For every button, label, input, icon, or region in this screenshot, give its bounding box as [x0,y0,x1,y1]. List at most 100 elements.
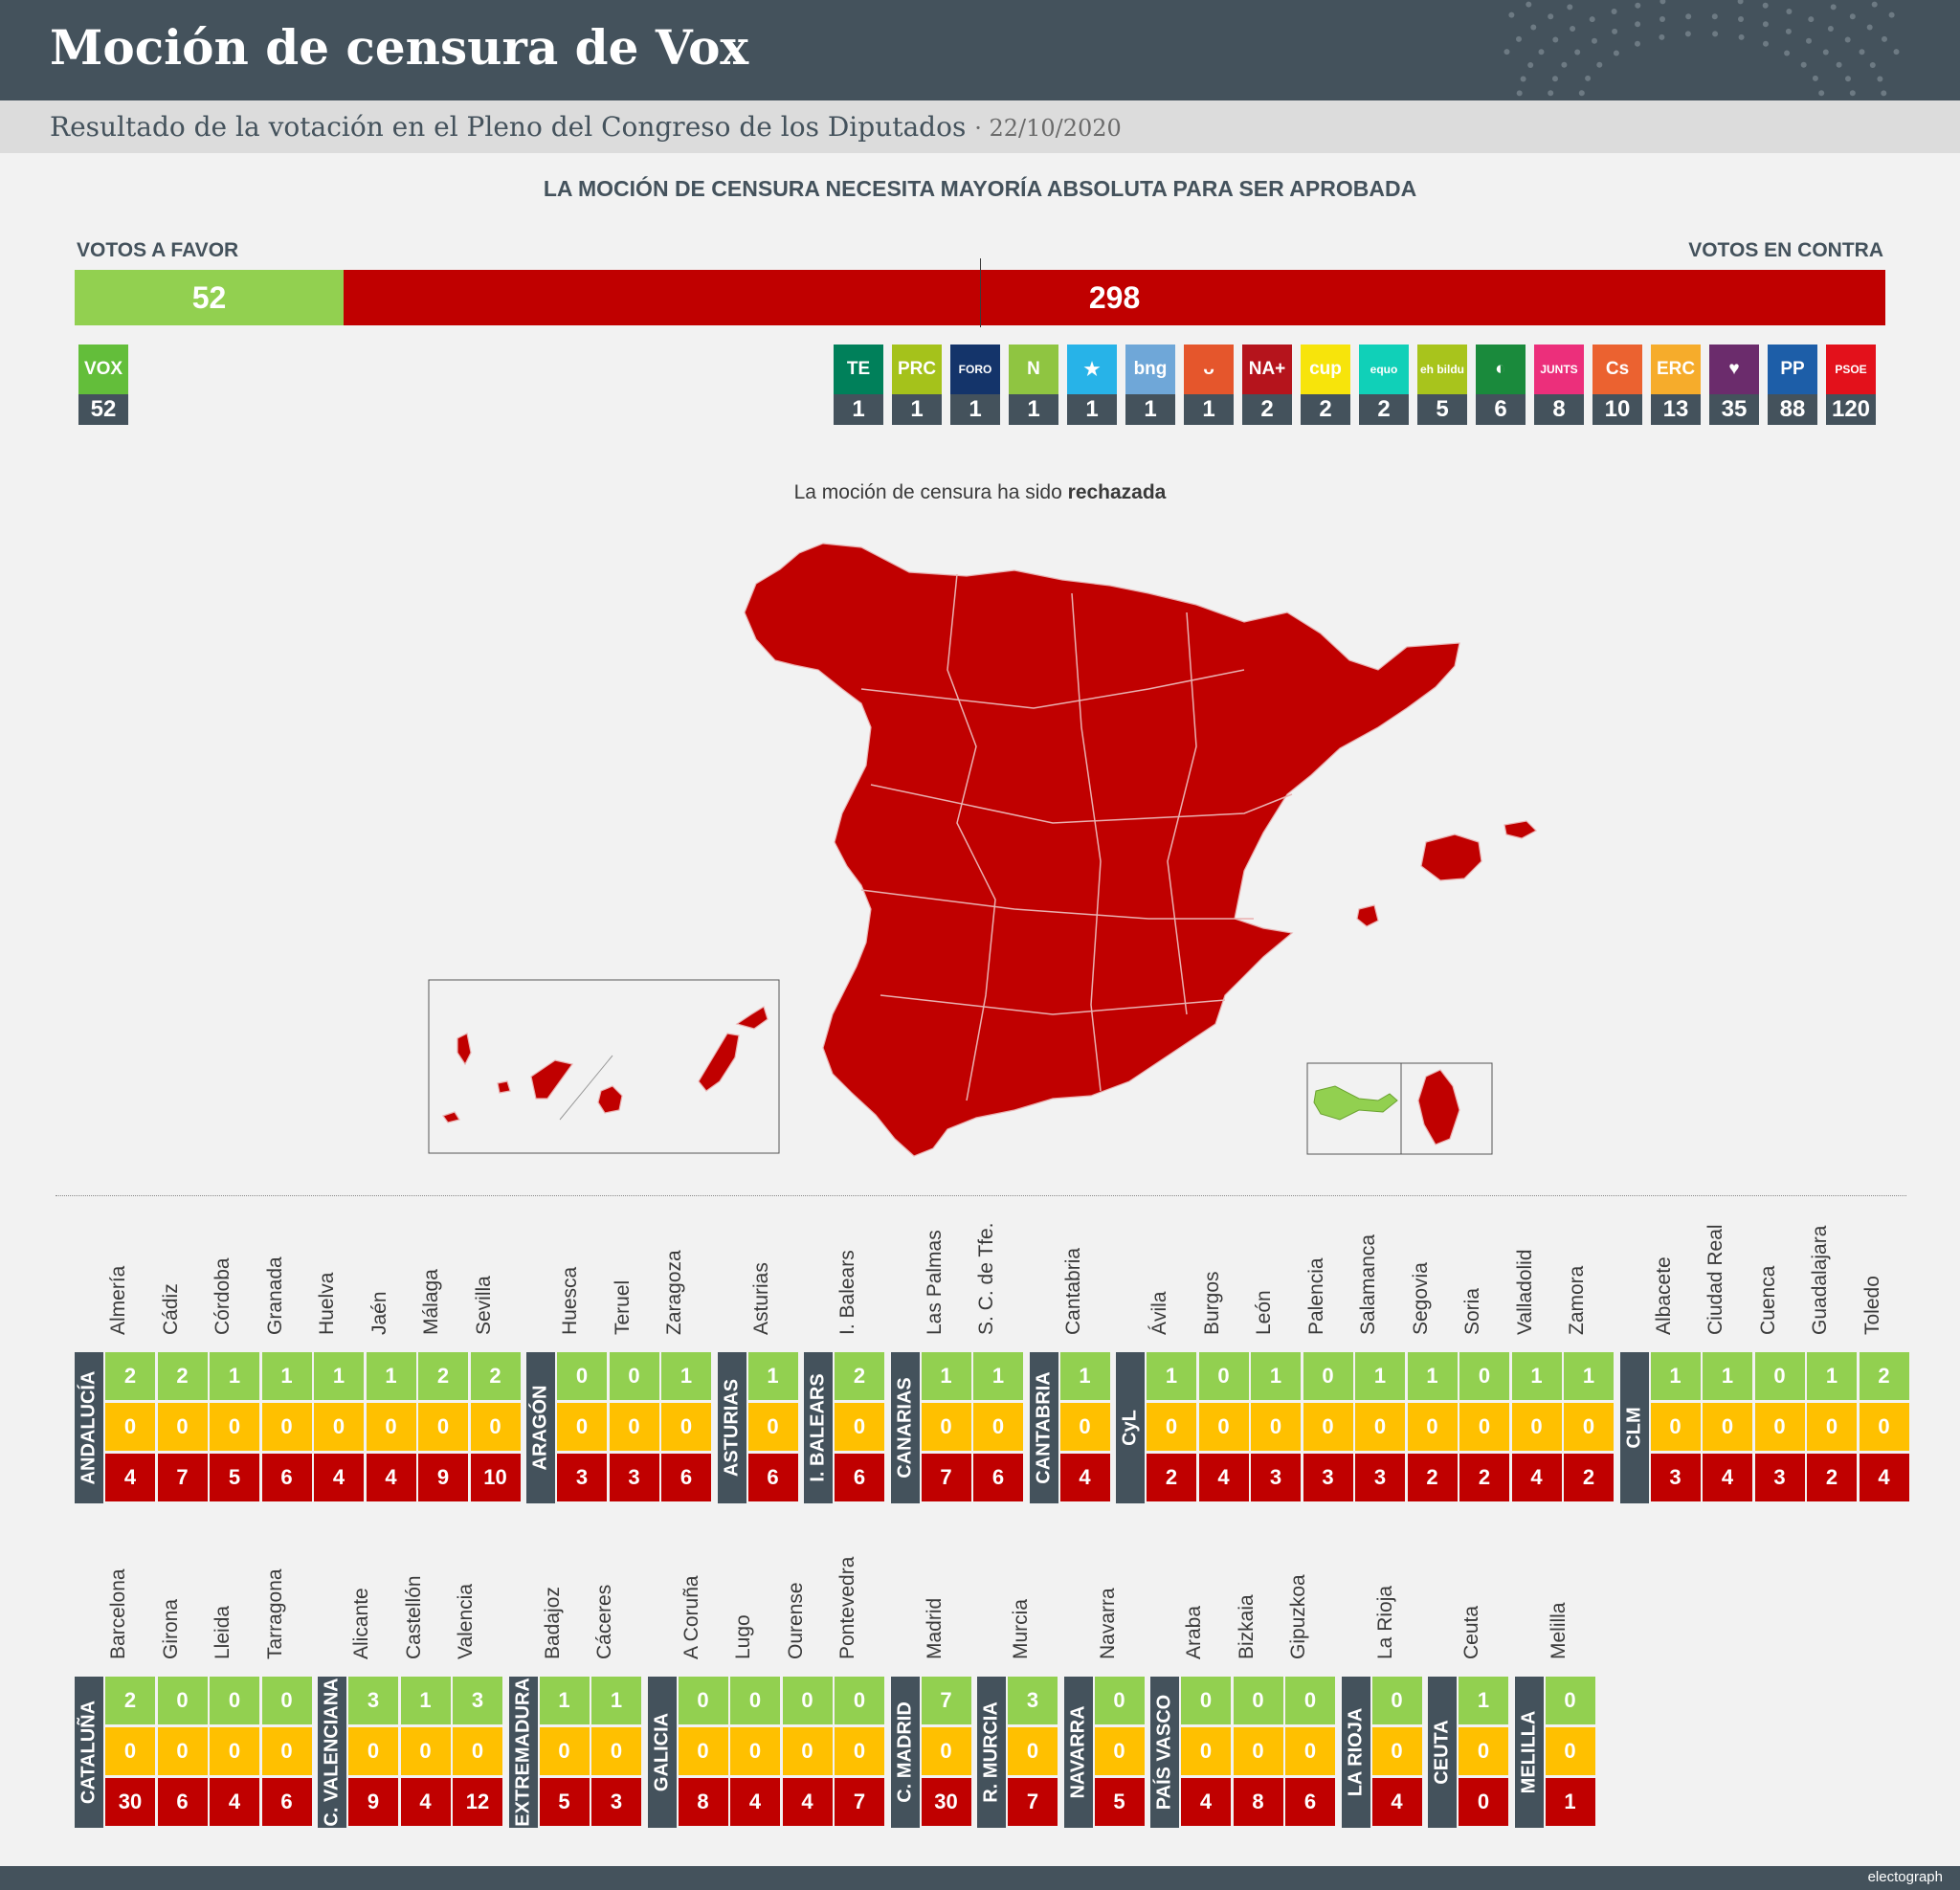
region-label: CEUTA [1428,1677,1457,1828]
province-contra-cell: 3 [557,1454,607,1501]
province-favor-cell: 2 [835,1352,884,1400]
province-label: Araba [1183,1605,1205,1659]
party-logo: FORO [950,345,1000,394]
province-label: Ceuta [1460,1605,1482,1659]
hemicycle-dot [1503,49,1510,56]
province-name: Lugo [730,1522,780,1675]
province-abst-cell: 0 [557,1403,607,1451]
footer-bar [0,1866,1960,1890]
province-favor-cell: 1 [261,1352,312,1400]
province-label: Lugo [732,1614,754,1659]
province-contra-cell: 1 [1545,1778,1595,1826]
chart-headline: LA MOCIÓN DE CENSURA NECESITA MAYORÍA AB… [543,176,1417,201]
province-abst-cell: 0 [1285,1727,1335,1775]
party-contra-4: ★ 1 [1067,345,1117,425]
province-name: Albacete [1651,1197,1701,1350]
subtitle-bar [0,100,1960,153]
province-abst-cell: 0 [1807,1403,1857,1451]
province-abst-cell: 0 [1059,1403,1110,1451]
province-favor-cell: 1 [747,1352,798,1400]
province-label: I. Balears [836,1250,858,1335]
hemicycle-dot [1785,28,1792,34]
province-label: Burgos [1200,1271,1223,1335]
vote-bar: 52 298 [75,270,1885,325]
hemicycle-dot [1570,26,1576,32]
province-name: Navarra [1095,1522,1145,1675]
province-contra-cell: 3 [1754,1454,1805,1501]
region-name: CEUTA [1431,1720,1453,1785]
province-abst-cell: 0 [470,1403,521,1451]
province-favor-cell: 2 [1859,1352,1909,1400]
province-favor-cell: 0 [678,1677,728,1724]
province-abst-cell: 0 [1251,1403,1301,1451]
province-abst-cell: 0 [1147,1403,1196,1451]
province-label: Melilla [1547,1602,1570,1659]
region-name: ANDALUCÍA [78,1370,100,1485]
province-label: Bizkaia [1235,1594,1258,1659]
province-contra-cell: 4 [1371,1778,1422,1826]
section-divider [56,1195,1906,1196]
hemicycle-dot [1526,1,1532,8]
peninsula-shape [744,543,1460,1157]
province-favor-cell: 1 [1147,1352,1196,1400]
hemicycle-dot [1635,21,1641,28]
province-label: A Coruña [679,1575,702,1659]
region-label: C. VALENCIANA [318,1677,346,1828]
province-name: Cáceres [591,1522,641,1675]
province-contra-cell: 12 [453,1778,502,1826]
province-abst-cell: 0 [921,1403,971,1451]
province-name: Huelva [314,1197,364,1350]
province-contra-cell: 30 [105,1778,155,1826]
province-favor-cell: 0 [157,1677,208,1724]
province-label: Barcelona [107,1568,129,1659]
province-favor-cell: 0 [1198,1352,1249,1400]
canarias-tenerife [530,1059,574,1100]
party-seats: 120 [1826,394,1876,425]
party-contra-11: ◐ 6 [1476,345,1526,425]
party-logo: equo [1359,345,1409,394]
province-abst-cell: 0 [453,1727,502,1775]
party-contra-15: ♥ 35 [1709,345,1759,425]
province-label: Valladolid [1513,1249,1536,1335]
province-name: Jaén [367,1197,416,1350]
melilla-shape [1417,1069,1460,1145]
canarias-la-palma [457,1033,472,1066]
province-contra-cell: 6 [157,1778,208,1826]
hemicycle-dot [1836,61,1842,68]
province-contra-cell: 5 [1094,1778,1145,1826]
province-name: Salamanca [1355,1197,1405,1350]
province-favor-cell: 0 [1303,1352,1353,1400]
province-contra-cell: 6 [1285,1778,1335,1826]
hemicycle-dot [1827,26,1834,32]
province-name: Bizkaia [1234,1522,1283,1675]
province-abst-cell: 0 [1459,1727,1508,1775]
hemicycle-dot [1659,0,1666,5]
province-name: La Rioja [1372,1522,1422,1675]
province-abst-cell: 0 [1371,1727,1422,1775]
province-favor-cell: 1 [1407,1352,1458,1400]
province-abst-cell: 0 [973,1403,1023,1451]
province-favor-cell: 0 [835,1677,884,1724]
region-label: ASTURIAS [717,1352,746,1503]
party-logo: cup [1301,345,1350,394]
canarias-fuerteventura [698,1033,740,1092]
province-favor-cell: 3 [453,1677,502,1724]
party-contra-0: TE 1 [834,345,883,425]
province-label: Lleida [212,1605,234,1659]
party-contra-14: ERC 13 [1651,345,1701,425]
province-label: Córdoba [212,1257,234,1335]
hemicycle-dot [1763,40,1769,47]
region-name: R. MURCIA [980,1701,1002,1803]
hemicycle-dot [1659,33,1665,40]
hemicycle-dot [1574,49,1581,56]
party-favor-0: VOX 52 [78,345,128,425]
province-abst-cell: 0 [539,1727,590,1775]
region-label: CyL [1116,1352,1145,1503]
province-name: Huesca [557,1197,607,1350]
province-contra-cell: 4 [730,1778,780,1826]
province-label: Cuenca [1756,1265,1779,1335]
party-logo: eh bildu [1417,345,1467,394]
province-favor-cell: 0 [1545,1677,1595,1724]
province-contra-cell: 4 [1859,1454,1909,1501]
